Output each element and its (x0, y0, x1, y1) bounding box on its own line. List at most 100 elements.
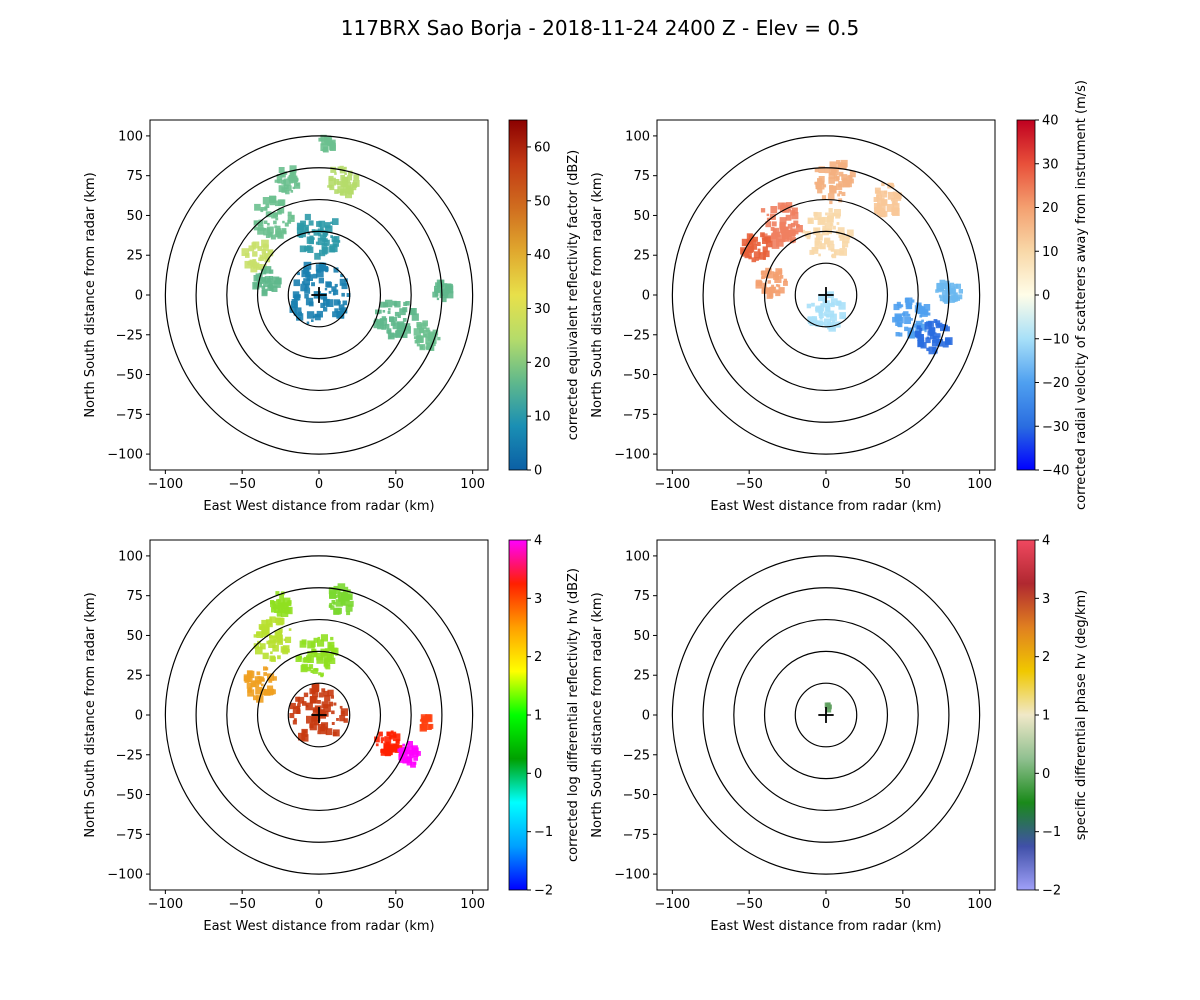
echo-pixel (874, 207, 881, 214)
echo-pixel (252, 259, 257, 263)
echo-pixel (779, 221, 786, 229)
echo-pixel (811, 302, 815, 307)
echo-pixel (833, 174, 838, 179)
echo-pixel (831, 166, 837, 173)
echo-pixel (383, 745, 387, 749)
echo-pixel (274, 225, 277, 229)
echo-pixel (312, 668, 318, 674)
colorbar-tick-label: 60 (534, 140, 551, 155)
echo-pixel (321, 722, 329, 730)
echo-pixel (761, 287, 765, 291)
echo-pixel (334, 179, 340, 185)
echo-pixel (323, 661, 329, 667)
echo-pixel (787, 223, 793, 229)
echo-pixel (284, 184, 289, 190)
echo-pixel (818, 253, 821, 257)
echo-pixel (828, 172, 835, 180)
echo-pixel (760, 208, 766, 213)
echo-pixel (945, 326, 950, 332)
echo-pixel (340, 274, 344, 278)
y-tick-label: 0 (135, 709, 143, 724)
echo-pixel (261, 239, 269, 248)
x-tick-label: −100 (655, 897, 691, 912)
echo-pixel (919, 314, 923, 318)
echo-pixel (828, 208, 833, 213)
colorbar-label: corrected equivalent reflectivity factor… (566, 150, 581, 441)
echo-pixel (758, 252, 766, 260)
echo-pixel (790, 222, 796, 228)
echo-pixel (886, 204, 895, 212)
y-tick-label: 100 (118, 129, 143, 144)
echo-pixel (267, 673, 275, 681)
panel-differential-reflectivity: −100 −50 0 50 100 −100 −75 −50 −25 0 25 50 75 100 East… (83, 534, 581, 935)
echo-pixel (791, 212, 799, 220)
echo-pixel (325, 137, 333, 145)
echo-pixel (331, 722, 335, 725)
echo-pixel (392, 333, 398, 338)
echo-pixel (277, 598, 285, 607)
echo-pixel (297, 272, 300, 276)
echo-pixel (426, 342, 434, 351)
echo-pixel (881, 182, 885, 187)
y-tick-label: 100 (118, 549, 143, 564)
echo-pixel (269, 195, 276, 203)
echo-pixel (935, 289, 939, 293)
echo-pixel (289, 165, 297, 173)
echo-pixel (924, 310, 929, 315)
colorbar-tick-label: 0 (534, 767, 542, 782)
echo-pixel (277, 179, 282, 184)
echo-pixel (265, 667, 269, 671)
echo-pixel (384, 736, 392, 744)
echo-pixel (928, 346, 937, 355)
echo-pixel (276, 636, 282, 643)
echo-pixel (284, 222, 289, 227)
echo-pixel (275, 278, 282, 285)
echo-pixel (829, 185, 837, 194)
echo-pixel (308, 664, 314, 669)
echo-pixel (402, 747, 410, 755)
echo-pixel (316, 269, 324, 278)
echo-pixel (818, 311, 823, 316)
echo-pixel (329, 657, 336, 664)
echo-pixel (283, 178, 291, 187)
echo-pixel (820, 303, 824, 307)
echo-pixel (405, 301, 410, 306)
echo-pixel (333, 267, 339, 273)
echo-pixel (315, 241, 319, 245)
echo-pixel (263, 666, 268, 671)
echo-pixel (333, 702, 337, 706)
echo-pixel (876, 194, 882, 201)
echo-pixel (334, 308, 339, 313)
echo-pixel (823, 184, 827, 188)
echo-pixel (252, 261, 257, 267)
echo-pixel (924, 329, 927, 333)
echo-pixel (266, 280, 273, 288)
colorbar-tick-label: 4 (534, 534, 542, 549)
echo-pixel (893, 303, 900, 311)
echo-pixel (815, 241, 819, 246)
echo-pixel (328, 177, 336, 186)
echo-pixel (828, 244, 835, 251)
echo-pixel (904, 326, 909, 332)
echo-pixel (263, 672, 267, 676)
echo-pixel (247, 688, 252, 693)
colorbar-tick-label: −1 (1042, 825, 1061, 840)
echo-pixel (269, 635, 277, 644)
echo-region (253, 195, 295, 240)
echo-pixel (769, 293, 774, 298)
echo-region (253, 616, 292, 662)
echo-pixel (264, 220, 268, 224)
echo-pixel (775, 289, 779, 293)
range-ring (702, 167, 950, 423)
echo-pixel (308, 238, 314, 245)
echo-pixel (928, 320, 934, 327)
x-axis-label: East West distance from radar (km) (710, 919, 941, 934)
echo-pixel (432, 291, 438, 298)
echo-pixel (324, 267, 329, 272)
echo-pixel (814, 167, 819, 173)
echo-pixel (783, 226, 789, 232)
x-tick-label: −100 (655, 477, 691, 492)
echo-pixel (331, 600, 336, 604)
colorbar-tick-label: −30 (1042, 420, 1069, 435)
echo-pixel (876, 190, 881, 196)
